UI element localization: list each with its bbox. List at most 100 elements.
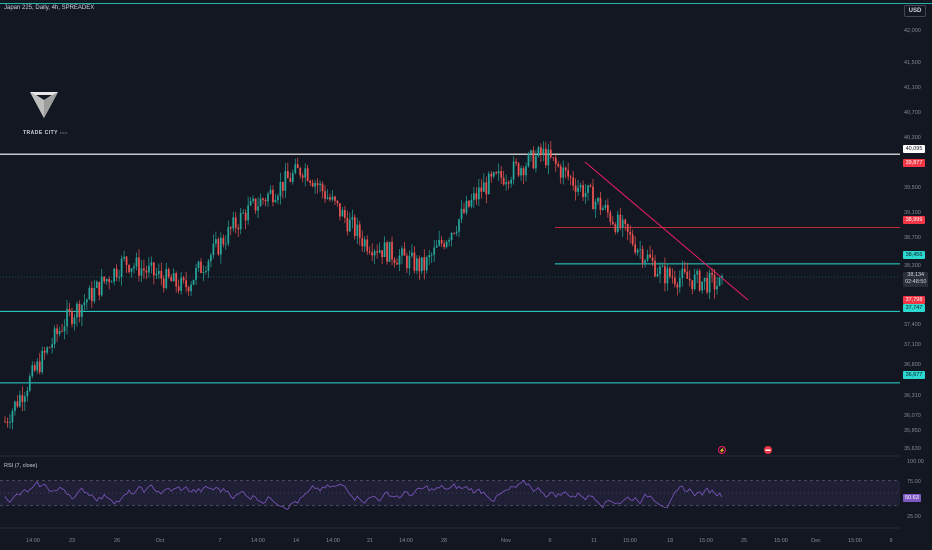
- candle-body: [671, 276, 674, 278]
- current-price-tag: 38,134 02:48:50: [903, 272, 929, 287]
- candle-body: [609, 212, 612, 222]
- candle-body: [522, 168, 525, 176]
- candle-body: [366, 239, 369, 252]
- candle-body: [150, 262, 153, 266]
- candle-body: [579, 185, 582, 188]
- candle-body: [666, 268, 669, 284]
- candle-body: [217, 239, 220, 255]
- candle-body: [98, 281, 101, 296]
- rsi-axis-label: 75.00: [907, 479, 921, 485]
- price-tag-red-top: 39,877: [903, 159, 925, 167]
- candle-body: [148, 265, 150, 273]
- candle-body: [180, 277, 183, 291]
- candle-body: [110, 281, 113, 283]
- candle-body: [510, 179, 512, 184]
- candle-body: [470, 199, 473, 207]
- candle-body: [138, 257, 140, 276]
- candle-body: [549, 149, 552, 158]
- candle-body: [6, 421, 9, 423]
- candle-body: [113, 268, 116, 282]
- candle-body: [599, 197, 602, 211]
- candle-body: [269, 189, 272, 194]
- candle-body: [279, 181, 282, 197]
- price-axis-label: 42,000: [904, 28, 921, 34]
- candle-body: [713, 274, 716, 290]
- candle-body: [361, 238, 364, 247]
- time-axis-label: 23: [68, 538, 76, 544]
- candle-body: [259, 198, 262, 207]
- candle-body: [706, 277, 708, 293]
- candle-body: [458, 219, 460, 232]
- candle-body: [207, 261, 210, 272]
- candle-body: [264, 199, 267, 202]
- price-axis-label: 35,850: [904, 428, 921, 434]
- price-axis-label: 38,700: [904, 235, 921, 241]
- rsi-title[interactable]: RSI (7, close): [4, 463, 38, 469]
- time-axis-label: 25: [740, 538, 748, 544]
- candle-body: [535, 155, 537, 169]
- candle-body: [254, 198, 257, 211]
- candle-body: [477, 187, 480, 200]
- candle-body: [413, 252, 416, 271]
- candle-body: [356, 224, 359, 236]
- currency-button[interactable]: USD: [904, 5, 926, 17]
- candle-body: [401, 248, 403, 256]
- candle-body: [353, 217, 356, 236]
- lightning-icon[interactable]: ⚡: [718, 446, 726, 454]
- candle-body: [329, 197, 331, 200]
- candle-body: [212, 243, 215, 256]
- candle-body: [569, 176, 572, 178]
- candle-body: [152, 262, 155, 276]
- candle-body: [162, 278, 165, 289]
- time-axis-label: 14:00: [251, 538, 265, 544]
- symbol-title[interactable]: Japan 225, Daily, 4h, SPREADEX: [4, 5, 95, 11]
- candle-body: [371, 252, 374, 256]
- candle-body: [455, 231, 458, 234]
- candle-body: [160, 270, 163, 279]
- time-axis-label: 15:00: [774, 538, 788, 544]
- candle-body: [192, 279, 195, 285]
- time-axis-label: 28: [440, 538, 448, 544]
- candle-body: [611, 221, 614, 225]
- candle-body: [334, 196, 336, 201]
- candle-body: [490, 173, 493, 177]
- candle-body: [195, 267, 197, 280]
- candle-body: [567, 170, 570, 177]
- price-axis-label: 39,100: [904, 210, 921, 216]
- candle-body: [272, 189, 274, 203]
- candle-body: [423, 257, 426, 271]
- candle-body: [331, 196, 334, 200]
- time-axis-label: Oct: [155, 538, 165, 544]
- candle-body: [4, 421, 6, 423]
- candle-body: [100, 276, 103, 296]
- calendar-event-icon[interactable]: ▬: [764, 446, 772, 454]
- candle-body: [108, 279, 111, 283]
- candle-body: [247, 205, 250, 221]
- time-axis-label: 11: [591, 538, 597, 544]
- candle-body: [314, 183, 316, 187]
- candle-body: [624, 219, 627, 224]
- candle-body: [629, 231, 632, 235]
- candle-body: [155, 274, 158, 276]
- candle-body: [636, 249, 639, 253]
- candle-body: [552, 157, 555, 159]
- candle-body: [76, 303, 78, 318]
- candle-body: [23, 396, 26, 402]
- candle-body: [133, 266, 135, 269]
- candle-body: [326, 197, 329, 199]
- candle-body: [232, 217, 235, 229]
- candle-body: [19, 395, 21, 407]
- candle-body: [205, 271, 207, 272]
- price-axis-label: 35,630: [904, 446, 921, 452]
- candle-body: [105, 279, 108, 282]
- candle-body: [88, 287, 91, 300]
- candle-body: [46, 347, 49, 353]
- candle-body: [651, 257, 654, 261]
- candle-body: [78, 303, 81, 317]
- time-axis-label: 26: [113, 538, 121, 544]
- candle-body: [83, 302, 86, 306]
- candle-body: [58, 330, 61, 335]
- candle-body: [311, 182, 314, 187]
